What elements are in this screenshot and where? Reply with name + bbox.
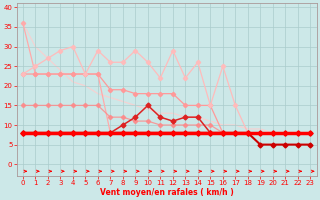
X-axis label: Vent moyen/en rafales ( km/h ): Vent moyen/en rafales ( km/h ) [100, 188, 234, 197]
